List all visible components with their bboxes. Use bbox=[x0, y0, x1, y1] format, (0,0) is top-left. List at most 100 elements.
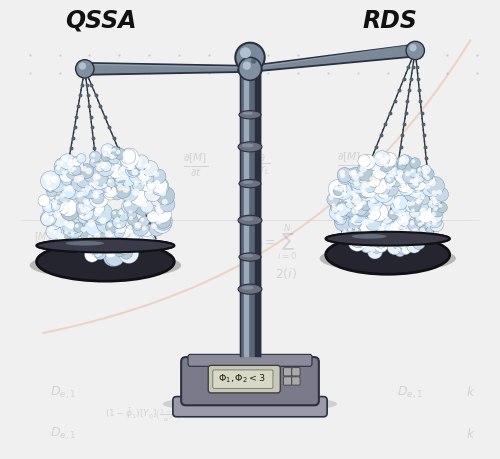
Text: $2(i)$: $2(i)$ bbox=[275, 266, 297, 280]
Circle shape bbox=[120, 237, 126, 243]
Circle shape bbox=[83, 237, 95, 249]
Circle shape bbox=[114, 148, 126, 160]
Circle shape bbox=[120, 245, 124, 250]
Circle shape bbox=[418, 168, 422, 172]
Text: $(1-\bar{\phi}_1)[Y_0]\left(\frac{1-\epsilon}{\alpha^3}\right)$: $(1-\bar{\phi}_1)[Y_0]\left(\frac{1-\eps… bbox=[106, 406, 182, 425]
Circle shape bbox=[400, 157, 404, 160]
Circle shape bbox=[86, 233, 97, 244]
Circle shape bbox=[410, 189, 414, 193]
Circle shape bbox=[64, 221, 70, 227]
Circle shape bbox=[108, 148, 112, 153]
Circle shape bbox=[112, 215, 126, 229]
Circle shape bbox=[79, 164, 94, 179]
Circle shape bbox=[69, 230, 79, 240]
Circle shape bbox=[69, 224, 74, 229]
Circle shape bbox=[60, 199, 78, 217]
Circle shape bbox=[406, 238, 422, 253]
Circle shape bbox=[78, 213, 89, 224]
Circle shape bbox=[388, 170, 396, 178]
Circle shape bbox=[354, 226, 363, 236]
Circle shape bbox=[354, 180, 360, 186]
Circle shape bbox=[398, 213, 402, 217]
Circle shape bbox=[361, 241, 373, 252]
Circle shape bbox=[118, 164, 132, 178]
Circle shape bbox=[416, 198, 422, 205]
Circle shape bbox=[352, 170, 357, 175]
Circle shape bbox=[118, 210, 124, 215]
Circle shape bbox=[376, 235, 381, 241]
Ellipse shape bbox=[36, 239, 174, 252]
Circle shape bbox=[42, 200, 55, 212]
Circle shape bbox=[59, 205, 69, 214]
Circle shape bbox=[140, 169, 145, 175]
Circle shape bbox=[424, 214, 428, 218]
Circle shape bbox=[384, 224, 399, 240]
Circle shape bbox=[407, 202, 412, 206]
Circle shape bbox=[398, 213, 417, 232]
Circle shape bbox=[362, 181, 369, 188]
Circle shape bbox=[393, 195, 407, 210]
Circle shape bbox=[396, 232, 404, 239]
Circle shape bbox=[392, 203, 406, 216]
Circle shape bbox=[420, 207, 426, 214]
Circle shape bbox=[376, 185, 384, 193]
Circle shape bbox=[394, 174, 408, 187]
Circle shape bbox=[370, 198, 376, 204]
Ellipse shape bbox=[242, 286, 254, 290]
Circle shape bbox=[242, 62, 251, 70]
Circle shape bbox=[380, 221, 390, 230]
Circle shape bbox=[64, 218, 84, 238]
Circle shape bbox=[81, 227, 86, 232]
Circle shape bbox=[417, 205, 435, 223]
Circle shape bbox=[432, 196, 442, 206]
Circle shape bbox=[388, 220, 407, 240]
Circle shape bbox=[370, 235, 376, 241]
Circle shape bbox=[432, 220, 437, 225]
Circle shape bbox=[356, 201, 364, 208]
Circle shape bbox=[356, 169, 370, 183]
Circle shape bbox=[134, 155, 149, 169]
Circle shape bbox=[54, 195, 64, 204]
Circle shape bbox=[116, 248, 120, 252]
Circle shape bbox=[386, 227, 392, 232]
Circle shape bbox=[62, 156, 68, 162]
Circle shape bbox=[74, 158, 77, 162]
Circle shape bbox=[372, 243, 382, 253]
Circle shape bbox=[76, 60, 94, 78]
Circle shape bbox=[79, 224, 94, 239]
Circle shape bbox=[147, 211, 158, 223]
Circle shape bbox=[358, 228, 374, 243]
Circle shape bbox=[123, 155, 130, 162]
Circle shape bbox=[65, 183, 81, 199]
Circle shape bbox=[124, 175, 128, 180]
Circle shape bbox=[144, 174, 154, 184]
Circle shape bbox=[130, 165, 134, 170]
Circle shape bbox=[368, 156, 383, 171]
Circle shape bbox=[334, 187, 338, 190]
Circle shape bbox=[102, 235, 121, 254]
Circle shape bbox=[330, 204, 346, 221]
Circle shape bbox=[67, 222, 74, 229]
Circle shape bbox=[122, 151, 130, 158]
Circle shape bbox=[44, 179, 57, 192]
Circle shape bbox=[386, 174, 390, 179]
Circle shape bbox=[71, 173, 90, 192]
Circle shape bbox=[400, 242, 405, 248]
Circle shape bbox=[86, 214, 89, 218]
Circle shape bbox=[342, 192, 346, 196]
Ellipse shape bbox=[242, 180, 253, 184]
Circle shape bbox=[110, 154, 114, 158]
Circle shape bbox=[48, 173, 67, 192]
Circle shape bbox=[332, 207, 338, 213]
Circle shape bbox=[429, 200, 432, 204]
Circle shape bbox=[349, 205, 367, 223]
Circle shape bbox=[337, 168, 352, 183]
Circle shape bbox=[361, 243, 371, 253]
Ellipse shape bbox=[239, 179, 261, 188]
Circle shape bbox=[397, 240, 412, 255]
Circle shape bbox=[149, 221, 164, 236]
Circle shape bbox=[374, 183, 394, 202]
Circle shape bbox=[112, 211, 116, 215]
Circle shape bbox=[94, 203, 104, 213]
Circle shape bbox=[397, 219, 408, 230]
